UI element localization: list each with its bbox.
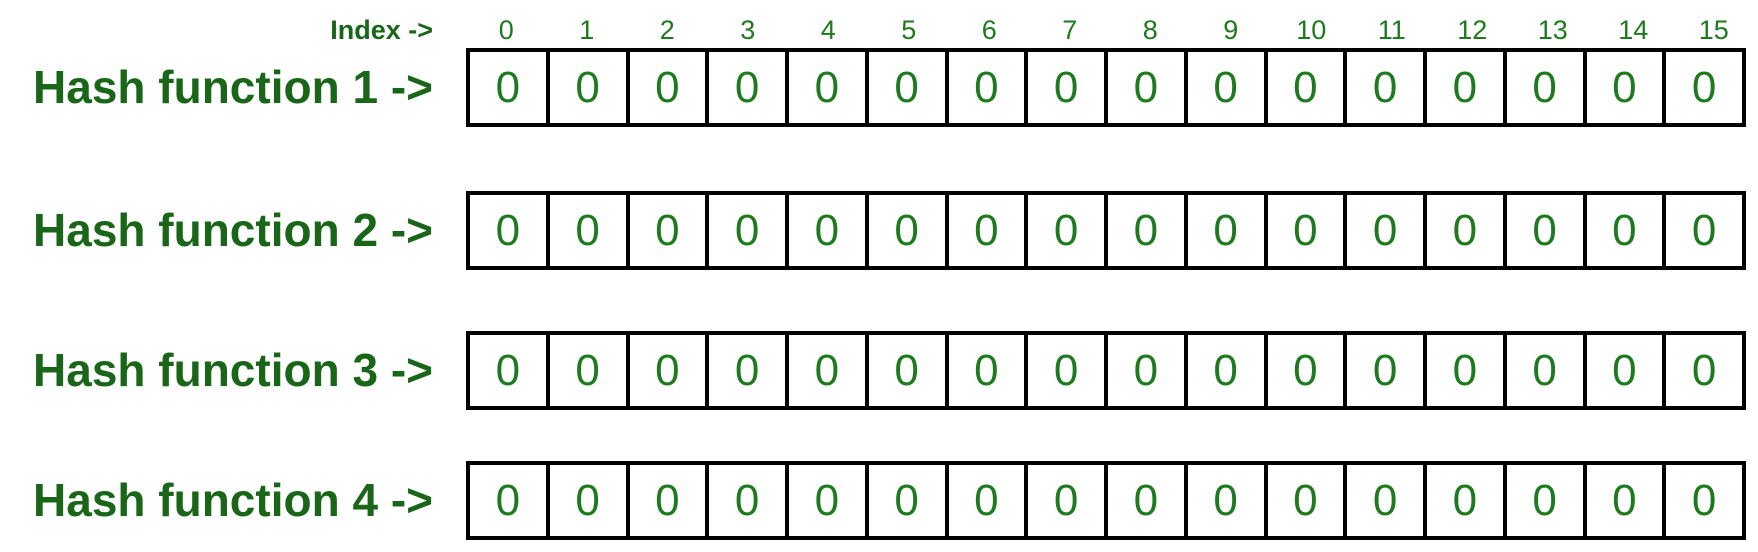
array-cell: 0 <box>944 195 1025 266</box>
array-cell: 0 <box>1662 52 1742 123</box>
index-label: 7 <box>1062 14 1078 45</box>
array-cell: 0 <box>1582 195 1663 266</box>
array-cell: 0 <box>495 62 521 112</box>
array-cell: 0 <box>864 335 945 406</box>
array-cell: 0 <box>625 52 706 123</box>
array-cell: 0 <box>1502 335 1583 406</box>
array-cell: 0 <box>625 195 706 266</box>
index-labels: 0 1 2 3 4 5 6 7 8 9 10 11 12 13 14 15 <box>466 14 1754 46</box>
index-label: 10 <box>1296 14 1327 45</box>
array-cell: 0 <box>1263 465 1344 536</box>
index-label: 15 <box>1698 14 1729 45</box>
array-cell: 0 <box>1263 195 1344 266</box>
array-cell: 0 <box>1183 335 1264 406</box>
hash-row: Hash function 2 -> 0 0 0 0 0 0 0 0 0 0 0 0 0 0 0 0 <box>0 191 1746 270</box>
array-cell: 0 <box>1104 195 1184 266</box>
index-label: 5 <box>901 14 917 45</box>
array-cell: 0 <box>1183 465 1264 536</box>
array-cell: 0 <box>705 465 785 536</box>
array-cell: 0 <box>1183 195 1264 266</box>
array-cell: 0 <box>545 195 626 266</box>
array-cell: 0 <box>1183 52 1264 123</box>
array-cell: 0 <box>1343 52 1423 123</box>
array-cell: 0 <box>495 205 521 255</box>
array-cell: 0 <box>1502 195 1583 266</box>
array-cell: 0 <box>864 195 945 266</box>
index-label: 4 <box>820 14 836 45</box>
array-cell: 0 <box>1104 52 1184 123</box>
index-label: 13 <box>1537 14 1568 45</box>
hash-row: Hash function 4 -> 0 0 0 0 0 0 0 0 0 0 0 0 0 0 0 0 <box>0 461 1746 540</box>
index-label: 9 <box>1223 14 1239 45</box>
array-cell: 0 <box>1104 335 1184 406</box>
array-cell: 0 <box>545 465 626 536</box>
array-cell: 0 <box>1343 195 1423 266</box>
array-cell: 0 <box>864 465 945 536</box>
array-cell: 0 <box>705 52 785 123</box>
array-cell: 0 <box>1423 52 1503 123</box>
hash-function-label: Hash function 1 -> <box>33 61 433 114</box>
array-cell: 0 <box>1263 335 1344 406</box>
index-row-label: Index -> <box>330 14 433 45</box>
array-cell: 0 <box>1502 52 1583 123</box>
array-cell: 0 <box>785 335 865 406</box>
array-cell: 0 <box>785 52 865 123</box>
array-cell: 0 <box>1024 52 1104 123</box>
array-cell: 0 <box>944 52 1025 123</box>
array-cell: 0 <box>1024 465 1104 536</box>
index-label: 2 <box>659 14 675 45</box>
array-cell: 0 <box>1582 335 1663 406</box>
array-cell: 0 <box>864 52 945 123</box>
array-cell: 0 <box>1582 52 1663 123</box>
array-cell: 0 <box>545 52 626 123</box>
array-cell: 0 <box>1502 465 1583 536</box>
array-cell: 0 <box>785 195 865 266</box>
array-cell: 0 <box>1662 335 1742 406</box>
hash-function-label: Hash function 4 -> <box>33 474 433 527</box>
index-label: 14 <box>1618 14 1649 45</box>
hash-function-label: Hash function 2 -> <box>33 204 433 257</box>
array-cell: 0 <box>705 195 785 266</box>
array-cell: 0 <box>625 465 706 536</box>
array-cell: 0 <box>1343 465 1423 536</box>
array-cell: 0 <box>944 465 1025 536</box>
index-label: 1 <box>579 14 595 45</box>
array-cell: 0 <box>1423 335 1503 406</box>
index-label: 8 <box>1142 14 1158 45</box>
array-cell: 0 <box>495 345 521 395</box>
array-cell: 0 <box>1423 465 1503 536</box>
index-label: 3 <box>740 14 756 45</box>
array-cell: 0 <box>495 475 521 525</box>
array-cell: 0 <box>1423 195 1503 266</box>
index-label: 11 <box>1377 14 1406 45</box>
hash-function-label: Hash function 3 -> <box>33 344 433 397</box>
array-cell: 0 <box>1343 335 1423 406</box>
hash-row: Hash function 3 -> 0 0 0 0 0 0 0 0 0 0 0 0 0 0 0 0 <box>0 331 1746 410</box>
array-cell: 0 <box>705 335 785 406</box>
index-label: 12 <box>1457 14 1488 45</box>
index-label: 6 <box>981 14 997 45</box>
array-cell: 0 <box>1662 465 1742 536</box>
index-row: Index -> 0 1 2 3 4 5 6 7 8 9 10 11 12 13 14 15 <box>0 6 1754 46</box>
array-cell: 0 <box>944 335 1025 406</box>
array-cell: 0 <box>1662 195 1742 266</box>
array-cell: 0 <box>545 335 626 406</box>
array-cell: 0 <box>1024 195 1104 266</box>
array-cell: 0 <box>625 335 706 406</box>
hash-row: Hash function 1 -> 0 0 0 0 0 0 0 0 0 0 0 0 0 0 0 0 <box>0 48 1746 127</box>
array-cell: 0 <box>1104 465 1184 536</box>
array-cell: 0 <box>1582 465 1663 536</box>
array-cell: 0 <box>785 465 865 536</box>
array-cell: 0 <box>1263 52 1344 123</box>
index-label: 0 <box>498 14 514 45</box>
array-cell: 0 <box>1024 335 1104 406</box>
